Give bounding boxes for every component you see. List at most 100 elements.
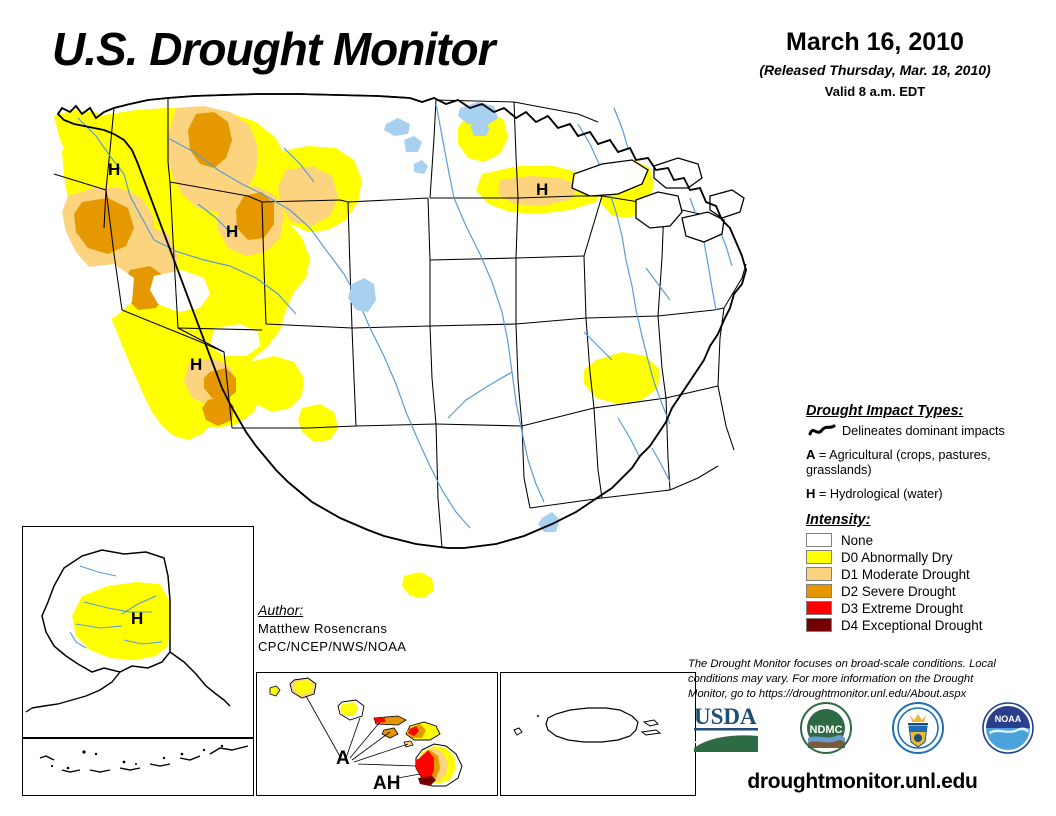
hawaii-label-agricultural: A (336, 748, 350, 769)
legend-swatch-d0 (806, 550, 832, 565)
legend-label-none: None (841, 532, 874, 548)
hawaii-kahoolawe (403, 740, 414, 748)
conus-drought-map (53, 93, 747, 598)
agricultural-key: A (806, 447, 816, 462)
website-url: droughtmonitor.unl.edu (747, 770, 978, 793)
agency-logos: USDA NDMC NOAA (690, 700, 1035, 756)
alaska-south-coast (31, 671, 121, 709)
legend-label-d4: D4 Exceptional Drought (841, 617, 983, 633)
puerto-rico-culebra (640, 729, 662, 736)
puerto-rico-inset-map (513, 707, 662, 743)
delineates-row: Delineates dominant impacts (808, 423, 1046, 439)
map-label-hydrological-montana: H (226, 222, 239, 241)
puerto-rico-outline (545, 707, 639, 743)
hawaii-big-island-d3 (416, 750, 434, 780)
hawaii-molokai-d3 (374, 717, 386, 723)
noaa-text: NOAA (995, 714, 1022, 724)
usda-logo: USDA (693, 704, 759, 752)
aleutian-dots (50, 744, 224, 770)
hawaii-niihau (269, 685, 281, 697)
hawaii-label-agricultural-hydrological: AH (373, 773, 401, 794)
intensity-heading: Intensity: (806, 511, 871, 528)
ndmc-text: NDMC (810, 724, 843, 736)
drought-area-d0-northwest-coast (54, 110, 114, 164)
hawaii-oahu-d0 (340, 702, 358, 716)
author-block: Author: Matthew Rosencrans CPC/NCEP/NWS/… (258, 602, 468, 654)
rivers (77, 103, 733, 529)
aleutian-islands-map (39, 744, 249, 773)
hawaii-maui-d3 (408, 726, 419, 736)
puerto-rico-vieques (642, 719, 659, 727)
legend-label-d0: D0 Abnormally Dry (841, 549, 953, 565)
page-title: U.S. Drought Monitor (52, 23, 495, 75)
drought-hole-arizona-north (210, 324, 260, 356)
drought-hole-california-south (70, 264, 134, 318)
drought-area-d2-arizona-south (202, 396, 234, 426)
legend-row-d1: D1 Moderate Drought (806, 566, 1046, 583)
alaska-rivers (69, 565, 163, 649)
legend-swatch-d3 (806, 601, 832, 616)
map-label-hydrological-northwest: H (108, 160, 121, 179)
hawaii-inset-map (269, 677, 463, 787)
agricultural-impact-line: A = Agricultural (crops, pastures, grass… (806, 447, 1046, 478)
puerto-rico-mona (513, 727, 523, 736)
hydrological-text: = Hydrological (water) (815, 486, 943, 501)
valid-time: Valid 8 a.m. EDT (824, 84, 926, 99)
legend-swatch-d1 (806, 567, 832, 582)
hawaii-big-island-d4 (418, 776, 436, 786)
squiggle-icon (808, 424, 836, 436)
drought-area-d0-newmexico (244, 356, 304, 412)
drought-area-d2-wyoming (236, 192, 274, 240)
author-affiliation: CPC/NCEP/NWS/NOAA (258, 639, 407, 654)
agricultural-text: = Agricultural (crops, pastures, grassla… (806, 448, 991, 477)
alaska-outline (41, 549, 171, 673)
legend-label-d3: D3 Extreme Drought (841, 600, 964, 616)
alaska-drought-d0 (72, 582, 170, 660)
hydrological-impact-line: H = Hydrological (water) (806, 486, 1046, 502)
drought-area-d0-minnesota-north (458, 112, 508, 162)
drought-area-d0-kentucky (584, 352, 660, 404)
legend-row-none: None (806, 532, 1046, 549)
legend-label-d2: D2 Severe Drought (841, 583, 956, 599)
alaska-aleutian-hint (25, 707, 33, 713)
usda-commerce-seal (891, 702, 944, 754)
legend: Drought Impact Types: Delineates dominan… (806, 403, 1046, 634)
lakes (571, 157, 745, 243)
disclaimer-text: The Drought Monitor focuses on broad-sca… (688, 658, 996, 700)
hydrological-key: H (806, 485, 816, 501)
alaska-panhandle (169, 651, 231, 707)
legend-label-d1: D1 Moderate Drought (841, 566, 970, 582)
svg-text:USDA: USDA (694, 704, 757, 729)
legend-swatch-d4 (806, 618, 832, 633)
legend-row-d2: D2 Severe Drought (806, 583, 1046, 600)
legend-swatch-none (806, 533, 832, 548)
drought-area-d2-idaho (188, 112, 232, 168)
legend-row-d4: D4 Exceptional Drought (806, 617, 1046, 634)
drought-areas (54, 106, 660, 598)
alaska-label-hydrological: H (131, 609, 144, 628)
drought-hole-utah (150, 270, 210, 312)
impact-types-heading: Drought Impact Types: (806, 403, 964, 419)
noaa-logo: NOAA (982, 702, 1034, 754)
conus-outline-stroke (56, 93, 747, 549)
drought-area-d1-colorado-east (278, 166, 338, 226)
hawaii-leader-lines (305, 695, 421, 779)
hawaii-kauai-d0 (294, 680, 313, 695)
map-label-hydrological-southwest: H (190, 355, 203, 374)
map-label-hydrological-midwest: H (536, 180, 549, 199)
date-block: March 16, 2010 (Released Thursday, Mar. … (735, 28, 1015, 99)
map-date: March 16, 2010 (786, 28, 964, 56)
alaska-inset-map (25, 549, 231, 713)
drought-area-d0-west-texas (298, 404, 338, 442)
aleutian-inset-frame (22, 738, 254, 796)
release-date: (Released Thursday, Mar. 18, 2010) (759, 62, 991, 78)
author-name: Matthew Rosencrans (258, 621, 388, 636)
drought-area-d0-south-texas (402, 572, 434, 598)
puerto-rico-islet (537, 715, 539, 717)
hawaii-lanai (381, 727, 399, 739)
aleutian-chain (39, 745, 249, 773)
ndmc-logo: NDMC (800, 702, 853, 754)
legend-row-d3: D3 Extreme Drought (806, 600, 1046, 617)
legend-swatch-d2 (806, 584, 832, 599)
author-heading: Author: (258, 602, 304, 618)
